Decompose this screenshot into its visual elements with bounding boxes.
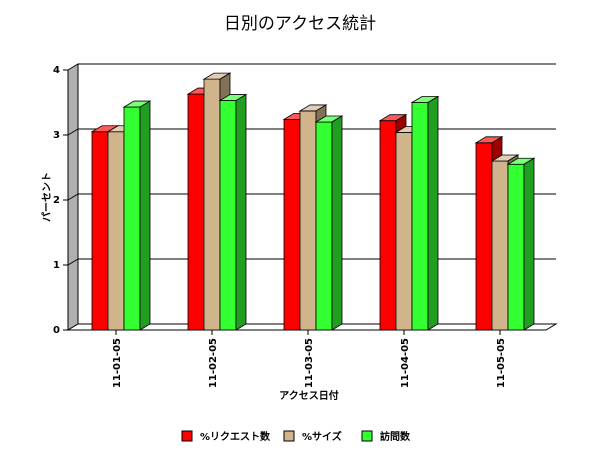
y-tick-label: 4	[53, 65, 60, 76]
x-axis-label: アクセス日付	[279, 389, 339, 402]
y-tick-label: 1	[53, 260, 60, 271]
bar	[218, 93, 248, 331]
x-tick-label: 11-01-05	[112, 338, 123, 388]
legend-item: 訪問数	[361, 430, 411, 443]
x-tick-labels: 11-01-05 11-02-05 11-03-05 11-04-05 11-05-05	[112, 330, 507, 388]
bar	[506, 157, 536, 331]
x-tick-label: 11-02-05	[208, 338, 219, 388]
legend-label: 訪問数	[380, 430, 411, 443]
legend-label: %リクエスト数	[200, 430, 271, 443]
legend-swatch	[361, 430, 373, 442]
y-tick-label: 3	[53, 130, 60, 141]
bar	[122, 100, 152, 331]
legend: %リクエスト数 %サイズ 訪問数	[181, 430, 411, 443]
y-axis-label: パーセント	[41, 172, 53, 222]
x-tick-label: 11-04-05	[400, 338, 411, 388]
grid-line-diag	[67, 258, 79, 266]
y-tick-label: 2	[53, 195, 60, 206]
grid-line-diag	[67, 193, 79, 201]
bar	[314, 115, 344, 331]
x-tick-label: 11-05-05	[496, 338, 507, 388]
legend-label: %サイズ	[302, 430, 342, 443]
legend-item: %リクエスト数	[181, 430, 271, 443]
legend-swatch	[181, 430, 193, 442]
legend-item: %サイズ	[283, 430, 342, 443]
y-tick-label: 0	[53, 325, 60, 336]
bar-series	[90, 72, 536, 331]
chart-title: 日別のアクセス統計	[224, 14, 376, 34]
x-tick-label: 11-03-05	[304, 338, 315, 388]
y-tick-labels: 0 1 2 3 4	[53, 65, 68, 336]
legend-swatch	[283, 430, 295, 442]
grid-line-diag	[67, 128, 79, 136]
bar	[410, 95, 440, 331]
